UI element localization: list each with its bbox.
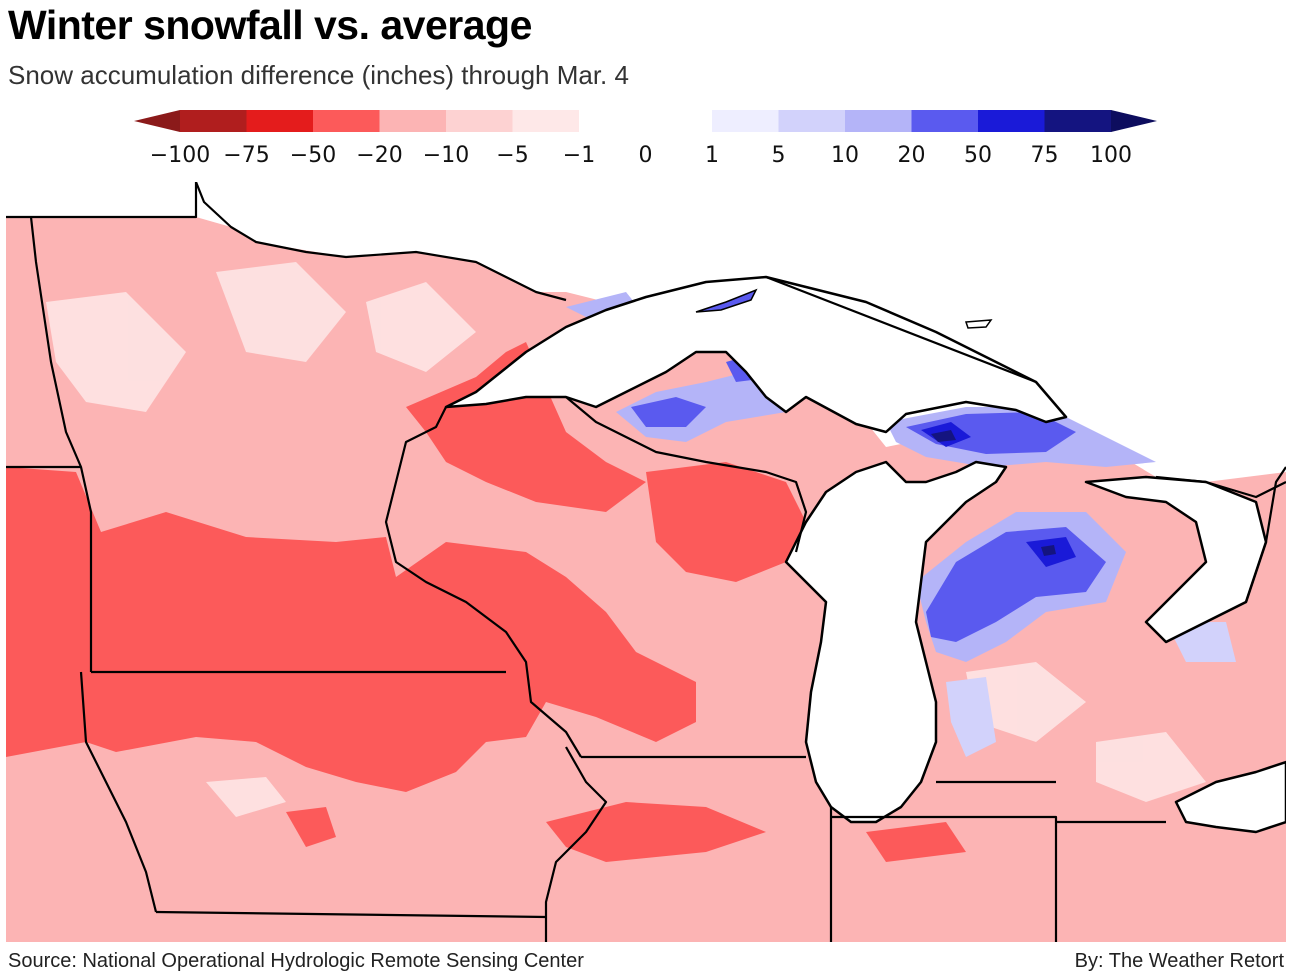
legend-swatch: [313, 110, 380, 132]
legend-swatch: [778, 110, 846, 132]
political-borders: [6, 182, 1286, 942]
islands: [695, 288, 993, 329]
legend-tick-label: −1: [563, 143, 595, 168]
legend-tick-label: 0: [639, 143, 653, 168]
legend-tick-label: 50: [964, 143, 992, 168]
legend-swatch: [246, 110, 314, 132]
lake-erie: [1174, 760, 1286, 834]
snowfall-map: [6, 182, 1286, 942]
legend-swatch: [579, 110, 646, 132]
legend-swatch: [1044, 110, 1112, 132]
legend-tick-label: 10: [831, 143, 859, 168]
legend-tick-label: −10: [423, 143, 469, 168]
page-subtitle: Snow accumulation difference (inches) th…: [8, 60, 629, 90]
legend-swatch: [911, 110, 979, 132]
legend-swatch: [379, 110, 447, 132]
legend-tick-label: −50: [290, 143, 336, 168]
legend-swatch: [645, 110, 713, 132]
deficit-weak: [46, 262, 1206, 817]
page-title: Winter snowfall vs. average: [8, 2, 532, 48]
legend-tick-label: 75: [1031, 143, 1059, 168]
legend-tick-label: −75: [223, 143, 269, 168]
legend-tick-label: 20: [898, 143, 926, 168]
deficit-strong: [6, 342, 966, 862]
color-legend: −100 −75 −50 −20 −10 −5 −1 0 1 5 10 20 50 75 100: [134, 110, 1157, 168]
lake-michigan: [784, 460, 1008, 824]
legend-swatch: [512, 110, 580, 132]
lake-superior: [444, 275, 1068, 434]
legend-tick-label: 5: [772, 143, 786, 168]
legend-swatch: [712, 110, 779, 132]
legend-swatch: [446, 110, 513, 132]
legend-tick-label: 1: [705, 143, 719, 168]
legend-tick-label: −20: [356, 143, 402, 168]
legend-tick-label: −100: [150, 143, 210, 168]
source-note: Source: National Operational Hydrologic …: [8, 950, 584, 972]
legend-swatch: [180, 110, 247, 132]
legend-swatch: [845, 110, 912, 132]
legend-tick-label: 100: [1090, 143, 1132, 168]
legend-swatch: [978, 110, 1045, 132]
legend-tick-label: −5: [496, 143, 528, 168]
great-lakes: [444, 275, 1286, 834]
legend-under-arrow: [134, 110, 180, 132]
byline: By: The Weather Retort: [1074, 950, 1284, 972]
legend-over-arrow: [1111, 110, 1157, 132]
